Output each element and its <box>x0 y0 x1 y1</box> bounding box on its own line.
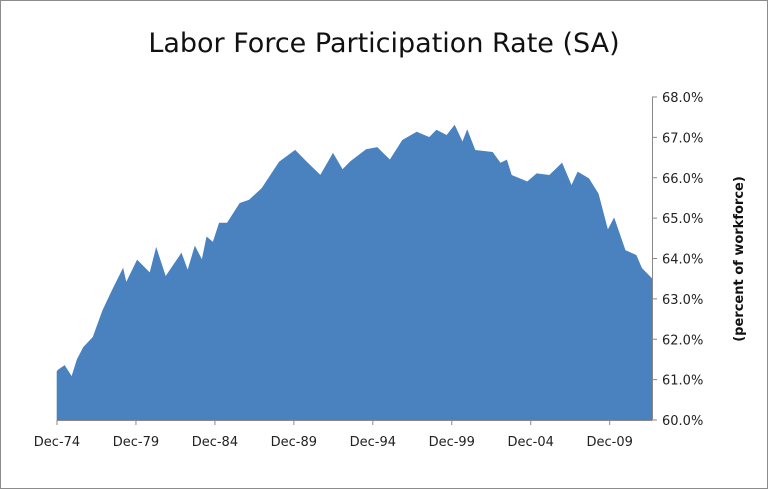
y-tick-label: 63.0% <box>662 293 703 308</box>
x-tick-label: Dec-84 <box>192 435 238 450</box>
y-tick-label: 64.0% <box>662 253 703 268</box>
y-tick-label: 60.0% <box>662 414 703 429</box>
y-tick-label: 65.0% <box>662 212 703 227</box>
x-tick-label: Dec-79 <box>113 435 159 450</box>
y-tick-label: 61.0% <box>662 374 703 389</box>
x-tick-label: Dec-99 <box>429 435 475 450</box>
x-tick-label: Dec-09 <box>586 435 632 450</box>
y-tick-label: 67.0% <box>662 131 703 146</box>
x-tick-label: Dec-89 <box>271 435 317 450</box>
x-tick-label: Dec-04 <box>508 435 554 450</box>
y-tick-label: 68.0% <box>662 91 703 106</box>
x-tick-label: Dec-74 <box>34 435 80 450</box>
y-axis-title: (percent of workforce) <box>732 176 747 342</box>
area-series <box>56 124 653 421</box>
y-tick-label: 62.0% <box>662 333 703 348</box>
plot-area: Dec-74 Dec-79 Dec-84 Dec-89 Dec-94 Dec-99 Dec-… <box>34 91 704 450</box>
y-tick-label: 66.0% <box>662 172 703 187</box>
chart-title: Labor Force Participation Rate (SA) <box>148 28 619 59</box>
x-tick-label: Dec-94 <box>350 435 396 450</box>
